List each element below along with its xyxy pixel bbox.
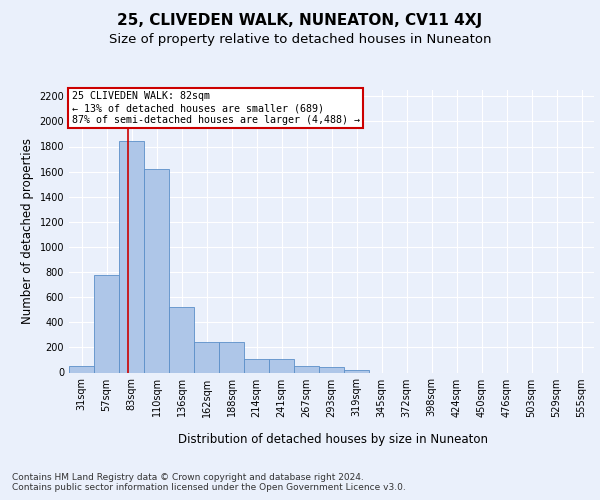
Bar	[69, 366, 94, 372]
Bar	[294, 366, 319, 372]
Bar	[269, 360, 294, 372]
Text: Distribution of detached houses by size in Nuneaton: Distribution of detached houses by size …	[178, 432, 488, 446]
Bar	[119, 142, 144, 372]
Text: 25 CLIVEDEN WALK: 82sqm
← 13% of detached houses are smaller (689)
87% of semi-d: 25 CLIVEDEN WALK: 82sqm ← 13% of detache…	[71, 92, 359, 124]
Bar	[169, 307, 194, 372]
Y-axis label: Number of detached properties: Number of detached properties	[21, 138, 34, 324]
Text: 25, CLIVEDEN WALK, NUNEATON, CV11 4XJ: 25, CLIVEDEN WALK, NUNEATON, CV11 4XJ	[118, 12, 482, 28]
Bar	[194, 342, 219, 372]
Bar	[219, 342, 244, 372]
Bar	[244, 360, 269, 372]
Bar	[319, 368, 344, 372]
Bar	[94, 274, 119, 372]
Bar	[344, 370, 369, 372]
Bar	[144, 169, 169, 372]
Text: Size of property relative to detached houses in Nuneaton: Size of property relative to detached ho…	[109, 32, 491, 46]
Text: Contains HM Land Registry data © Crown copyright and database right 2024.
Contai: Contains HM Land Registry data © Crown c…	[12, 472, 406, 492]
